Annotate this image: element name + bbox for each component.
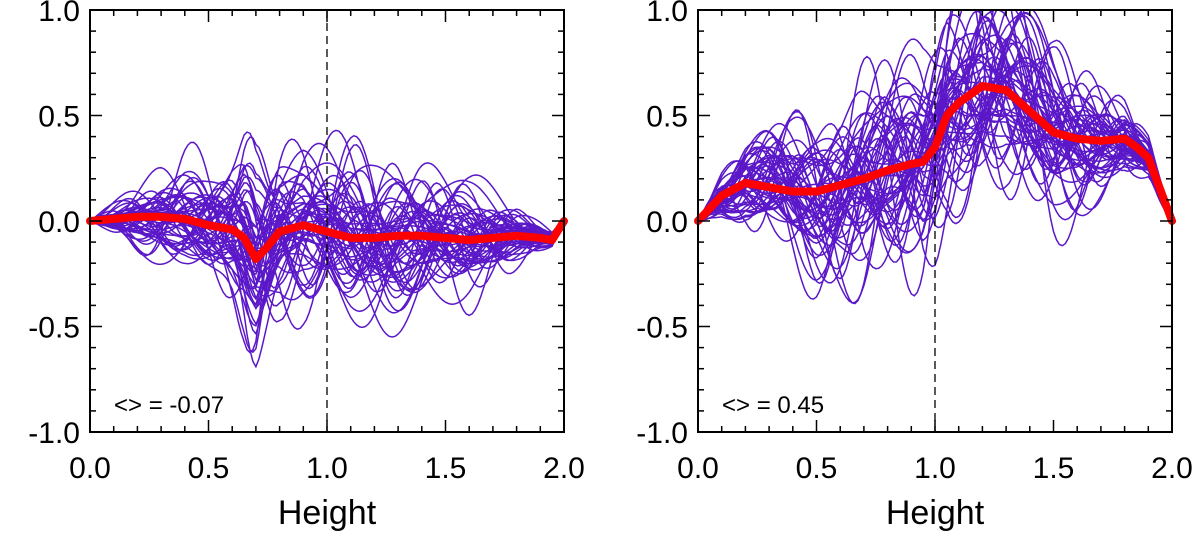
right-panel: 1.0 0.5 0.0 -0.5 -1.0 0.0 0.5 1.0 1.5 2.… <box>636 0 1193 532</box>
right-mean-line <box>694 82 1176 225</box>
sample-curve <box>90 142 564 314</box>
left-ytick-label: 0.5 <box>38 101 80 134</box>
left-ytick-label: 0.0 <box>38 206 80 239</box>
left-x-axis-title: Height <box>278 494 377 532</box>
right-xtick-label: 1.0 <box>914 452 956 485</box>
right-ticks <box>697 9 1173 433</box>
sample-curve <box>90 180 564 277</box>
sample-curve <box>698 14 1172 225</box>
left-xtick-label: 1.0 <box>306 452 348 485</box>
left-sample-curves <box>90 129 564 369</box>
right-ytick-label: -1.0 <box>636 417 688 450</box>
left-ytick-label: -1.0 <box>28 417 80 450</box>
left-ticks <box>89 9 565 433</box>
left-ytick-label: 1.0 <box>38 0 80 28</box>
right-ytick-label: 0.0 <box>646 206 688 239</box>
left-xtick-label: 2.0 <box>543 452 585 485</box>
left-xtick-label: 0.5 <box>188 452 230 485</box>
left-panel: 1.0 0.5 0.0 -0.5 -1.0 0.0 0.5 1.0 1.5 2.… <box>28 0 585 532</box>
right-ytick-label: -0.5 <box>636 312 688 345</box>
left-xtick-label: 0.0 <box>69 452 111 485</box>
right-x-axis-title: Height <box>886 494 985 532</box>
left-xtick-label: 1.5 <box>425 452 467 485</box>
left-ytick-label: -0.5 <box>28 312 80 345</box>
right-xtick-label: 0.5 <box>796 452 838 485</box>
right-ytick-label: 0.5 <box>646 101 688 134</box>
sample-curve <box>698 19 1172 238</box>
right-xtick-label: 2.0 <box>1151 452 1193 485</box>
left-mean-annotation: <> = -0.07 <box>114 392 224 419</box>
sample-curve <box>90 174 564 279</box>
right-ytick-label: 1.0 <box>646 0 688 28</box>
right-xtick-label: 1.5 <box>1033 452 1075 485</box>
sample-curve <box>90 131 564 305</box>
right-mean-annotation: <> = 0.45 <box>722 392 824 419</box>
right-xtick-label: 0.0 <box>677 452 719 485</box>
left-mean-line <box>86 212 568 263</box>
